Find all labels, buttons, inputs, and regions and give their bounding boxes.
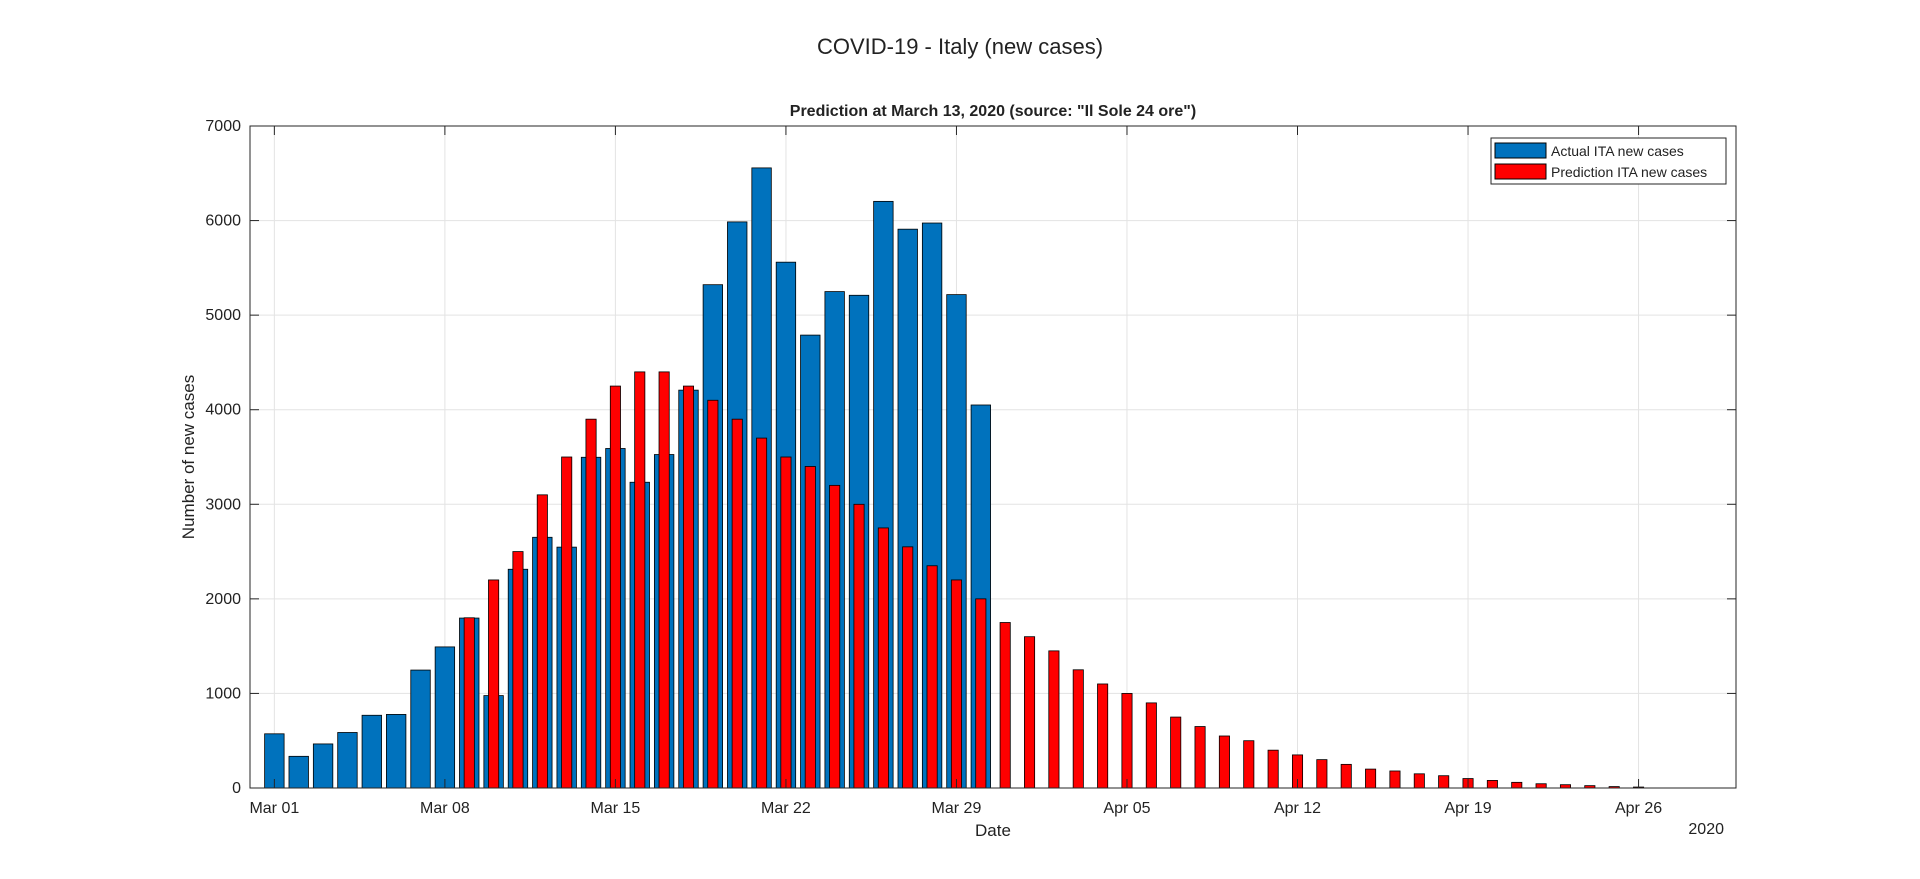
chart-title: Prediction at March 13, 2020 (source: "I…: [790, 103, 1196, 120]
bar-prediction: [1170, 716, 1182, 789]
bar-actual: [337, 732, 358, 789]
x-tick-label: Mar 29: [932, 800, 982, 817]
bar-actual: [434, 646, 456, 789]
legend-swatch-prediction: [1494, 163, 1547, 180]
bar-actual: [361, 714, 382, 789]
x-axis-year-label: 2020: [1688, 821, 1724, 838]
bar-prediction: [463, 617, 475, 789]
bar-prediction: [877, 527, 889, 789]
bar-prediction: [512, 551, 524, 789]
bar-prediction: [1218, 735, 1230, 789]
bar-prediction: [1438, 775, 1450, 789]
x-tick-label: Mar 08: [420, 800, 470, 817]
figure-suptitle: COVID-19 - Italy (new cases): [817, 34, 1103, 59]
bar-prediction: [585, 418, 597, 789]
bar-prediction: [804, 466, 816, 789]
bar-prediction: [926, 565, 938, 789]
bar-prediction: [1121, 693, 1133, 789]
y-axis-tick-labels: 0 1000 2000 3000 4000 5000 6000 7000: [205, 118, 241, 797]
x-tick-label: Apr 26: [1615, 800, 1662, 817]
y-tick-label: 2000: [205, 591, 241, 608]
bar-prediction: [1267, 749, 1279, 789]
bar-prediction: [756, 437, 768, 789]
bar-actual: [288, 755, 309, 789]
y-tick-label: 7000: [205, 118, 241, 135]
bar-actual: [410, 669, 431, 789]
bar-actual: [312, 743, 334, 789]
y-axis-label: Number of new cases: [179, 375, 198, 539]
bar-prediction: [1389, 770, 1401, 789]
bar-prediction: [1097, 683, 1109, 789]
bar-prediction: [1194, 726, 1206, 789]
x-tick-label: Apr 12: [1274, 800, 1321, 817]
bar-prediction: [1072, 669, 1084, 789]
bar-prediction: [634, 371, 646, 789]
bar-prediction: [658, 371, 670, 789]
y-tick-label: 3000: [205, 496, 241, 513]
bar-prediction: [1511, 781, 1523, 789]
legend-swatch-actual: [1494, 142, 1547, 159]
bar-prediction: [1243, 740, 1255, 789]
bar-prediction: [975, 598, 987, 789]
x-tick-label: Mar 15: [591, 800, 641, 817]
bar-prediction: [1340, 763, 1352, 789]
bar-prediction: [536, 494, 548, 789]
y-tick-label: 1000: [205, 685, 241, 702]
bar-prediction: [561, 456, 573, 789]
bar-prediction: [853, 503, 865, 789]
bar-prediction: [1145, 702, 1157, 789]
legend-label-prediction: Prediction ITA new cases: [1551, 164, 1707, 180]
x-axis-tick-labels: Mar 01 Mar 08 Mar 15 Mar 22 Mar 29 Apr 05 Apr …: [249, 800, 1662, 817]
x-axis-label: Date: [975, 821, 1011, 840]
legend-label-actual: Actual ITA new cases: [1551, 143, 1684, 159]
y-tick-label: 0: [232, 780, 241, 797]
bar-prediction: [1365, 768, 1377, 789]
bar-prediction: [829, 484, 841, 789]
bar-prediction: [780, 456, 792, 789]
bar-prediction: [731, 418, 743, 789]
bar-prediction: [902, 546, 914, 789]
bar-prediction: [707, 399, 719, 789]
plot-frame: [249, 125, 1737, 789]
bar-prediction: [1316, 759, 1328, 789]
bar-actual: [386, 714, 407, 789]
bar-prediction: [488, 579, 500, 789]
y-tick-label: 4000: [205, 402, 241, 419]
y-tick-label: 5000: [205, 307, 241, 324]
bar-prediction: [1024, 636, 1036, 789]
legend: Actual ITA new cases Prediction ITA new …: [1490, 137, 1727, 185]
bar-prediction: [999, 622, 1011, 789]
x-tick-label: Apr 19: [1444, 800, 1491, 817]
x-tick-label: Mar 22: [761, 800, 811, 817]
bar-prediction: [609, 385, 621, 789]
bar-prediction: [1535, 783, 1547, 789]
axis-ticks: [250, 125, 1736, 789]
bar-prediction: [950, 579, 962, 789]
bar-prediction: [1048, 650, 1060, 789]
y-tick-label: 6000: [205, 213, 241, 230]
x-tick-label: Apr 05: [1103, 800, 1150, 817]
bar-prediction: [1486, 780, 1498, 789]
x-tick-label: Mar 01: [249, 800, 299, 817]
bar-prediction: [1413, 773, 1425, 789]
bar-prediction: [682, 385, 695, 789]
